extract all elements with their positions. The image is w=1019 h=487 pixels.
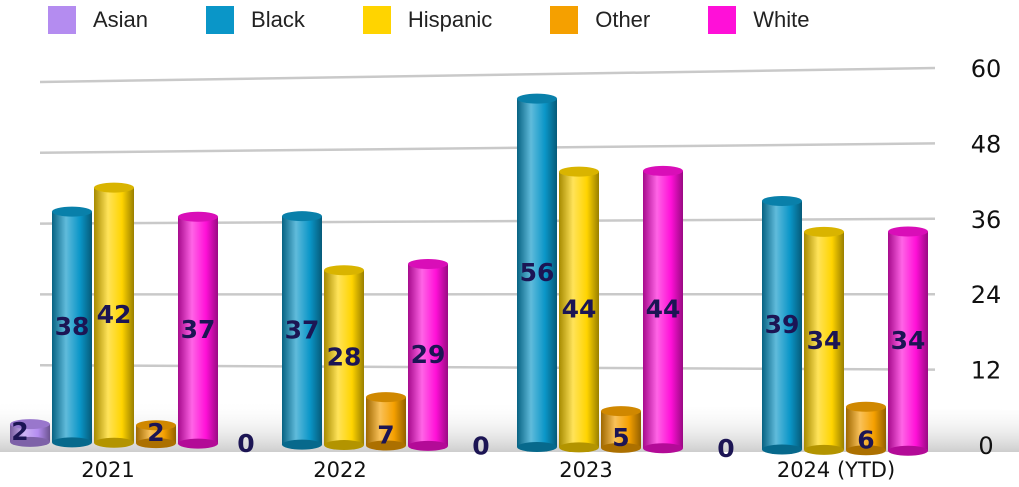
legend-swatch-other	[550, 6, 579, 34]
data-label-black-2024: 39	[765, 310, 800, 339]
chart-legend: Asian Black Hispanic Other White	[48, 6, 868, 34]
data-label-hispanic-2022: 28	[327, 343, 362, 372]
bar-black-2024	[762, 195, 802, 455]
legend-swatch-white	[708, 6, 737, 34]
y-tick-label: 60	[971, 55, 1002, 83]
data-label-black-2021: 38	[55, 312, 90, 341]
category-label: 2022	[313, 458, 366, 482]
y-tick-label: 48	[971, 130, 1002, 158]
legend-label-hispanic: Hispanic	[407, 7, 493, 32]
y-tick-label: 12	[971, 357, 1002, 385]
data-label-asian-2024: 0	[717, 434, 734, 463]
data-label-other-2021: 2	[147, 418, 164, 447]
bar-black-2021	[52, 206, 92, 448]
category-label: 2023	[559, 458, 612, 482]
gridline	[39, 66, 936, 84]
data-label-asian-2023: 0	[472, 432, 489, 461]
data-label-white-2024: 34	[891, 326, 926, 355]
data-label-other-2024: 6	[857, 425, 874, 454]
legend-label-asian: Asian	[93, 7, 149, 32]
bar-other-2021	[136, 420, 176, 449]
data-label-other-2022: 7	[377, 420, 394, 449]
y-tick-label: 36	[971, 206, 1002, 234]
legend-swatch-hispanic	[362, 6, 391, 34]
data-label-white-2021: 37	[181, 315, 216, 344]
bar-other-2023	[601, 406, 641, 453]
data-label-white-2023: 44	[646, 295, 681, 324]
legend-item-black: Black	[206, 6, 305, 34]
bar-black-2022	[282, 211, 322, 450]
bar-black-2023	[517, 93, 557, 452]
bar-hispanic-2022	[324, 265, 364, 451]
data-label-asian-2021: 2	[11, 417, 28, 446]
category-label: 2021	[81, 458, 134, 482]
category-label: 2024 (YTD)	[777, 458, 895, 482]
bar-other-2024	[846, 401, 886, 456]
legend-swatch-black	[206, 6, 235, 34]
data-label-black-2022: 37	[285, 315, 320, 344]
data-label-asian-2022: 0	[237, 429, 254, 458]
legend-item-white: White	[708, 6, 810, 34]
legend-item-asian: Asian	[48, 6, 148, 34]
data-label-white-2022: 29	[411, 340, 446, 369]
bar-hispanic-2021	[94, 182, 134, 448]
bar-white-2023	[643, 165, 683, 454]
data-label-hispanic-2023: 44	[562, 295, 597, 324]
data-label-black-2023: 56	[520, 258, 555, 287]
data-label-hispanic-2021: 42	[97, 300, 132, 329]
y-tick-label: 24	[971, 281, 1002, 309]
legend-label-black: Black	[251, 7, 305, 32]
data-label-hispanic-2024: 34	[807, 326, 842, 355]
legend-item-hispanic: Hispanic	[362, 6, 493, 34]
bar-white-2022	[408, 258, 448, 451]
bar-white-2024	[888, 226, 928, 456]
legend-label-other: Other	[595, 7, 651, 32]
bar-hispanic-2023	[559, 166, 599, 453]
bar-asian-2021	[10, 419, 50, 447]
data-label-other-2023: 5	[612, 423, 629, 452]
legend-item-other: Other	[550, 6, 650, 34]
bar-other-2022	[366, 392, 406, 451]
gridline	[39, 142, 936, 155]
legend-label-white: White	[753, 7, 810, 32]
y-tick-label: 0	[978, 432, 993, 460]
bar-white-2021	[178, 211, 218, 449]
bar-hispanic-2024	[804, 226, 844, 455]
legend-swatch-asian	[48, 6, 76, 34]
